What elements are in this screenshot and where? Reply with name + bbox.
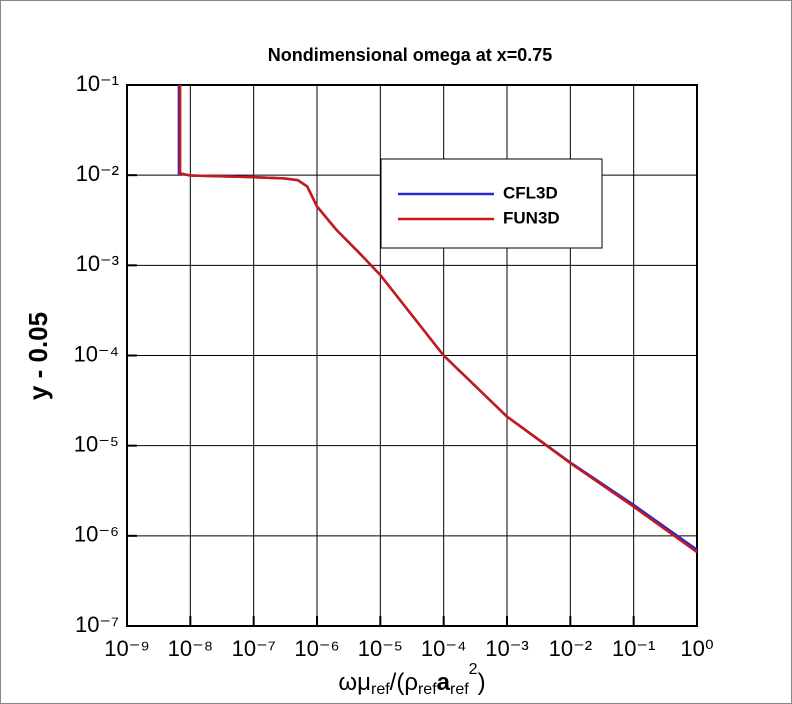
- x-tick-label: 10⁻⁷: [232, 636, 276, 661]
- x-label-sub: ref: [371, 681, 390, 698]
- y-tick-label: 10⁻²: [76, 161, 119, 186]
- legend-label: CFL3D: [503, 183, 558, 202]
- x-tick-label: 10⁻⁶: [294, 636, 339, 661]
- x-label-sup: 2: [469, 661, 478, 678]
- y-tick-label: 10⁻⁴: [73, 341, 119, 366]
- chart-title: Nondimensional omega at x=0.75: [268, 45, 553, 65]
- x-axis-label: ωμref/(ρrefaref2): [338, 661, 485, 698]
- y-tick-label: 10⁻¹: [76, 71, 119, 96]
- x-tick-label: 10⁻⁵: [358, 636, 403, 661]
- x-tick-label: 10⁻³: [485, 636, 528, 661]
- x-tick-label: 10⁻²: [549, 636, 592, 661]
- y-tick-label: 10⁻⁶: [74, 522, 119, 547]
- x-label-part: /(ρ: [390, 669, 418, 696]
- y-axis-label: y - 0.05: [23, 312, 53, 400]
- x-label-part: a: [437, 669, 451, 696]
- y-tick-label: 10⁻⁷: [75, 612, 119, 637]
- x-tick-label: 10⁻⁴: [421, 636, 467, 661]
- x-label-sub: ref: [418, 681, 437, 698]
- x-label-part: ): [478, 669, 486, 696]
- line-series: [178, 85, 698, 554]
- plot-border: [126, 84, 698, 627]
- x-tick-label: 10⁻¹: [612, 636, 655, 661]
- legend-box: [380, 158, 603, 249]
- x-label-part: ωμ: [338, 669, 371, 696]
- x-tick-label: 10⁻⁸: [168, 636, 213, 661]
- x-tick-label: 10⁻⁹: [104, 636, 150, 661]
- legend-label: FUN3D: [503, 208, 560, 227]
- y-tick-label: 10⁻⁵: [74, 431, 119, 456]
- x-tick-label: 10⁰: [680, 636, 713, 661]
- y-tick-label: 10⁻³: [76, 251, 119, 276]
- x-label-sub: ref: [450, 681, 469, 698]
